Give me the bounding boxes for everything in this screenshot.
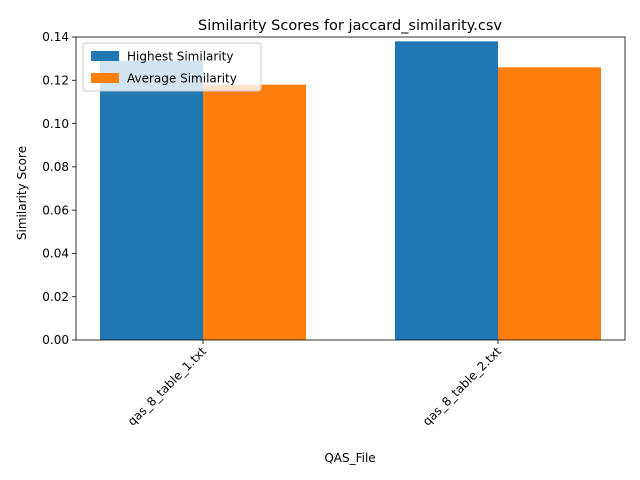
legend: Highest Similarity Average Similarity (82, 42, 262, 92)
chart-title: Similarity Scores for jaccard_similarity… (198, 18, 502, 34)
legend-box (82, 42, 262, 92)
x-axis: qas_8_table_1.txt qas_8_table_2.txt (125, 340, 505, 429)
y-axis: 0.00 0.02 0.04 0.06 0.08 0.10 0.12 0.14 (42, 30, 76, 347)
legend-label-1: Average Similarity (127, 72, 237, 86)
bar-1-0 (203, 84, 306, 340)
y-tick-label-0: 0.00 (42, 333, 69, 347)
legend-swatch-0 (91, 51, 119, 61)
y-axis-label: Similarity Score (15, 146, 29, 240)
y-tick-label-7: 0.14 (42, 30, 69, 44)
y-tick-label-1: 0.02 (42, 290, 69, 304)
bar-1-1 (498, 67, 601, 341)
legend-swatch-1 (91, 73, 119, 83)
x-tick-label-0: qas_8_table_1.txt (125, 344, 210, 429)
x-tick-label-1: qas_8_table_2.txt (420, 344, 505, 429)
bars-group (100, 41, 601, 341)
plot-frame (75, 36, 626, 341)
y-tick-label-5: 0.10 (42, 117, 69, 131)
y-tick-label-3: 0.06 (42, 203, 69, 217)
y-tick-label-4: 0.08 (42, 160, 69, 174)
bar-0-1 (395, 41, 498, 340)
legend-label-0: Highest Similarity (127, 50, 233, 64)
x-axis-label: QAS_File (324, 451, 375, 465)
y-tick-label-6: 0.12 (42, 73, 69, 87)
y-tick-label-2: 0.04 (42, 247, 69, 261)
bar-0-0 (100, 60, 203, 341)
